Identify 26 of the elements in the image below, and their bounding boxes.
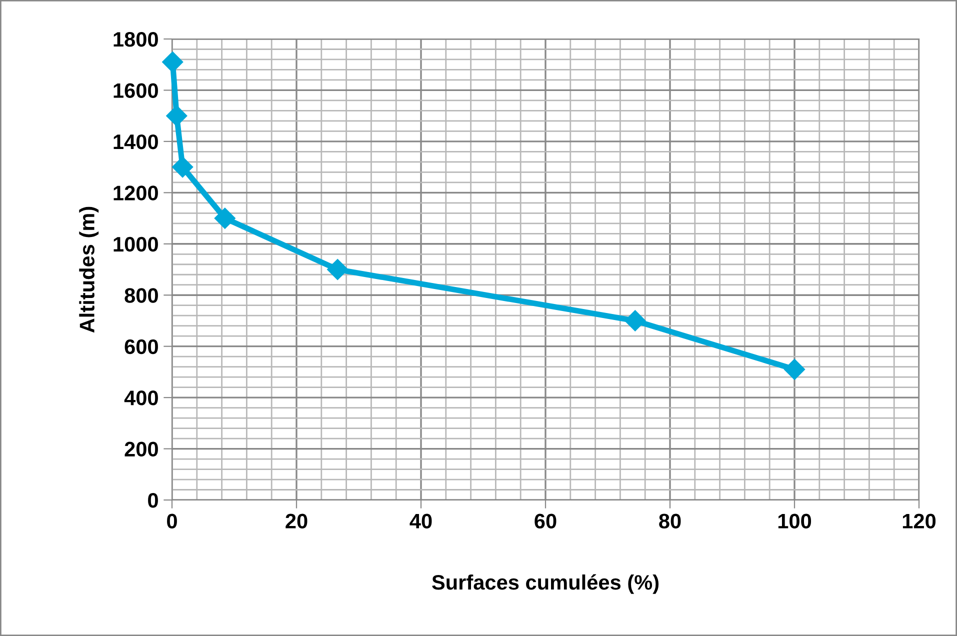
y-axis-title: Altitudes (m) [79, 206, 99, 333]
x-tick-label: 40 [410, 514, 432, 528]
x-tick-label: 120 [902, 514, 936, 528]
y-tick-label: 1800 [114, 32, 158, 47]
point [172, 156, 194, 178]
point [162, 52, 184, 73]
y-tick-label: 600 [124, 339, 158, 354]
y-tick-label: 400 [124, 390, 158, 406]
point [166, 105, 188, 126]
x-tick-label: 100 [778, 514, 812, 528]
point [624, 310, 646, 332]
x-tick-label: 0 [167, 514, 177, 528]
y-tick-label: 1000 [114, 236, 158, 252]
point [214, 208, 236, 229]
y-tick-label: 1200 [114, 186, 158, 200]
y-tick-label: 1600 [114, 83, 158, 98]
x-axis-title: Surfaces cumulées (%) [432, 574, 659, 594]
x-tick-label: 60 [534, 514, 556, 528]
point [784, 358, 806, 380]
y-tick-label: 800 [124, 288, 158, 303]
y-tick-label: 200 [124, 442, 158, 457]
y-tick-label: 0 [148, 493, 158, 508]
point [327, 258, 348, 280]
x-tick-label: 20 [286, 514, 308, 528]
x-tick-label: 80 [659, 514, 681, 528]
y-tick-label: 1400 [114, 134, 158, 150]
